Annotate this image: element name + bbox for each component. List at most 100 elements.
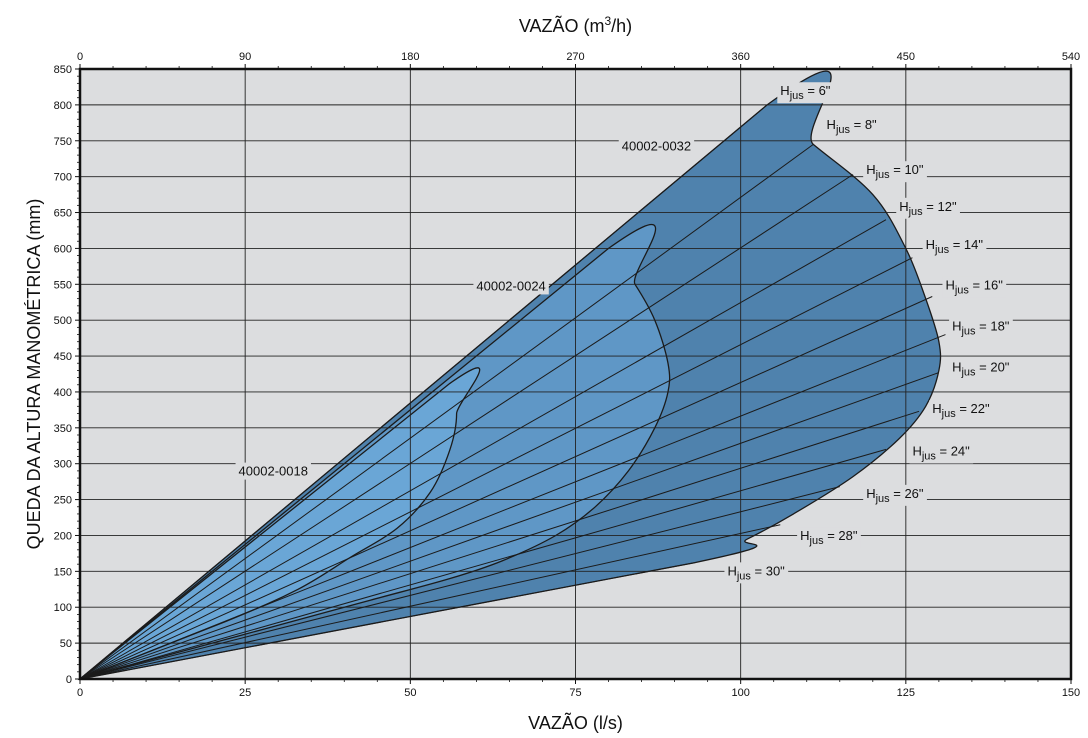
hjus-line [79,219,887,680]
x-axis-title: VAZÃO (l/s) [528,712,623,733]
hjus-label: Hjus = 12" [896,197,960,219]
label-bg [235,462,311,480]
hjus-line [79,524,781,680]
top-tick-label: 270 [566,51,584,63]
label-text: Hjus = 14" [926,237,984,256]
label-bg [618,137,695,155]
label-bg [797,527,861,549]
hjus-line [79,372,940,680]
label-bg [724,562,789,584]
top-tick-label: 180 [401,51,419,63]
y-tick-label: 850 [54,64,72,76]
hjus-label: Hjus = 30" [724,562,789,584]
label-bg [863,484,927,506]
y-tick-label: 300 [54,459,72,471]
hjus-label: Hjus = 20" [949,358,1013,380]
label-text: Hjus = 30" [727,563,785,582]
label-text: Hjus = 24" [912,444,970,463]
labels-layer: Hjus = 6" Hjus = 8" Hjus = 10" Hjus = 12" Hj… [235,82,1013,584]
label-text: Hjus = 22" [932,401,990,420]
y-tick-label: 400 [54,387,72,399]
region-label: 40002-0018 [235,462,311,480]
hjus-lines-layer [79,104,946,680]
y-tick-label: 350 [54,423,72,435]
hjus-label: Hjus = 26" [863,484,927,506]
top-axis-title: VAZÃO (m3/h) [519,14,632,36]
y-tick-label: 100 [54,602,72,614]
label-text: 40002-0024 [476,278,545,293]
hjus-label: Hjus = 16" [942,276,1007,298]
label-text: 40002-0032 [622,139,691,154]
hjus-line [79,562,695,680]
hjus-line [79,410,920,680]
top-tick-label: 90 [239,51,251,63]
x-tick-label: 125 [897,687,915,699]
hjus-label: Hjus = 10" [863,161,927,183]
y-tick-label: 600 [54,243,72,255]
label-text: Hjus = 16" [945,278,1003,297]
label-text: Hjus = 8" [827,117,877,136]
hjus-line [79,486,840,680]
x-tick-label: 75 [569,687,581,699]
label-text: Hjus = 10" [866,162,924,181]
y-tick-label: 550 [54,279,72,291]
hjus-label: Hjus = 24" [909,442,974,464]
y-tick-label: 50 [60,638,72,650]
y-axis-title: QUEDA DA ALTURA MANOMÉTRICA (mm) [24,199,44,550]
label-text: Hjus = 26" [866,486,924,505]
hjus-label: Hjus = 18" [949,317,1013,339]
y-tick-label: 750 [54,136,72,148]
x-tick-label: 50 [404,687,416,699]
hjus-line [79,257,913,680]
hjus-line [79,296,933,680]
x-tick-label: 150 [1062,687,1080,699]
label-bg [929,400,993,422]
x-tick-label: 25 [239,687,251,699]
y-tick-label: 800 [54,100,72,112]
y-tick-label: 450 [54,351,72,363]
label-text: 40002-0018 [239,464,308,479]
label-bg [922,235,987,257]
label-text: Hjus = 12" [899,199,957,218]
label-text: Hjus = 28" [800,528,858,547]
y-tick-label: 0 [66,674,72,686]
label-bg [896,197,960,219]
hjus-label: Hjus = 6" [777,82,834,104]
label-text: Hjus = 6" [780,83,830,102]
hjus-label: Hjus = 14" [922,235,987,257]
y-tick-label: 150 [54,566,72,578]
label-bg [863,161,927,183]
top-tick-label: 360 [731,51,749,63]
hjus-line [79,143,814,680]
label-bg [777,82,834,104]
hjus-label: Hjus = 28" [797,527,861,549]
hjus-line [79,334,946,680]
label-bg [949,358,1013,380]
region-label: 40002-0024 [473,277,549,295]
top-tick-label: 0 [77,51,83,63]
region-label: 40002-0032 [618,137,695,155]
label-bg [473,277,549,295]
y-tick-label: 700 [54,172,72,184]
x-tick-label: 100 [731,687,749,699]
label-text: Hjus = 20" [952,360,1010,379]
hjus-line [79,174,854,680]
label-text: Hjus = 18" [952,319,1010,338]
regions-layer [77,70,942,681]
ticks-layer: 0 25 50 75 100 125 150 0 90 180 270 360 450 540 0 50 100… [54,51,1081,699]
hjus-line [79,448,887,680]
label-bg [949,317,1013,339]
hjus-line [79,104,768,680]
y-tick-label: 650 [54,208,72,220]
top-tick-label: 450 [897,51,915,63]
top-tick-label: 540 [1062,51,1080,63]
label-bg [909,442,974,464]
y-tick-label: 500 [54,315,72,327]
label-bg [823,115,881,137]
label-bg [942,276,1007,298]
hjus-label: Hjus = 22" [929,400,993,422]
y-tick-label: 250 [54,495,72,507]
y-tick-label: 200 [54,530,72,542]
x-tick-label: 0 [77,687,83,699]
